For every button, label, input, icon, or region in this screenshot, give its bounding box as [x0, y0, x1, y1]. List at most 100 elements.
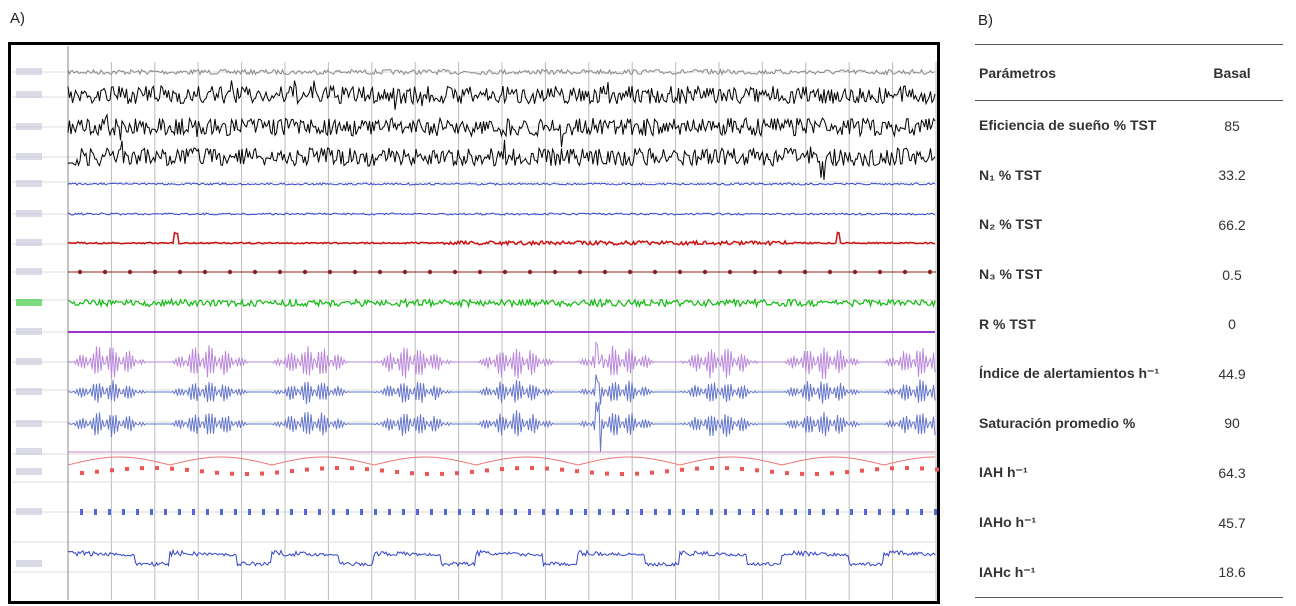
trace-dot — [95, 470, 99, 474]
trace-dot — [470, 470, 474, 474]
trace-dot — [110, 468, 114, 472]
results-table: Parámetros Basal Eficiencia de sueño % T… — [975, 44, 1283, 598]
trace-dot — [785, 471, 789, 475]
channel-label — [16, 68, 42, 75]
value-cell: 44.9 — [1181, 349, 1283, 399]
table-row: N₃ % TST0.5 — [975, 250, 1283, 300]
trace-dot — [528, 270, 532, 274]
trace-dot — [728, 270, 732, 274]
channel-label — [16, 91, 42, 98]
channel-label — [16, 268, 42, 275]
trace-dot — [206, 509, 209, 515]
trace-dot — [278, 270, 282, 274]
trace-dot — [752, 509, 755, 515]
table-row: IAH h⁻¹64.3 — [975, 448, 1283, 498]
trace-dot — [485, 468, 489, 472]
trace-dot — [185, 468, 189, 472]
trace-dot — [403, 270, 407, 274]
trace-dot — [803, 270, 807, 274]
parameter-cell: IAHo h⁻¹ — [975, 498, 1181, 548]
trace-dot — [920, 466, 924, 470]
trace-dot — [155, 466, 159, 470]
trace-dot — [203, 270, 207, 274]
channel-label — [16, 448, 42, 455]
trace-dot — [200, 469, 204, 473]
trace-dot — [740, 467, 744, 471]
trace-dot — [514, 509, 517, 515]
trace-dot — [860, 469, 864, 473]
trace-dot — [150, 509, 153, 515]
trace-dot — [122, 509, 125, 515]
trace-dot — [78, 270, 82, 274]
trace-dot — [920, 509, 923, 515]
trace-dot — [800, 472, 804, 476]
header-cell: Parámetros — [975, 45, 1181, 101]
header-row: Parámetros Basal — [975, 45, 1283, 101]
trace-dot — [332, 509, 335, 515]
channel-label — [16, 123, 42, 130]
trace-dot — [410, 471, 414, 475]
channel-label — [16, 508, 42, 515]
trace-dot — [140, 466, 144, 470]
trace-dot — [388, 509, 391, 515]
trace-dot — [725, 466, 729, 470]
trace-dot — [220, 509, 223, 515]
trace-dot — [472, 509, 475, 515]
trace-dot — [328, 270, 332, 274]
trace-dot — [80, 471, 84, 475]
trace-dot — [103, 270, 107, 274]
trace-dot — [890, 466, 894, 470]
trace-dot — [515, 466, 519, 470]
trace-dot — [828, 270, 832, 274]
table-row: Saturación promedio %90 — [975, 399, 1283, 449]
trace-dot — [755, 468, 759, 472]
panel-label: A) — [10, 10, 25, 27]
value-cell: 90 — [1181, 399, 1283, 449]
trace-dot — [276, 509, 279, 515]
trace-dot — [626, 509, 629, 515]
trace-dot — [318, 509, 321, 515]
channel-label — [16, 210, 42, 217]
trace-dot — [395, 470, 399, 474]
channel-label — [16, 468, 42, 475]
trace-dot — [542, 509, 545, 515]
trace-dot — [836, 509, 839, 515]
trace-dot — [603, 270, 607, 274]
trace-dot — [380, 469, 384, 473]
trace-dot — [653, 270, 657, 274]
trace-dot — [696, 509, 699, 515]
trace-dot — [703, 270, 707, 274]
trace-dot — [724, 509, 727, 515]
trace-dot — [590, 471, 594, 475]
trace-dot — [350, 466, 354, 470]
trace-dot — [875, 467, 879, 471]
parameter-cell: N₃ % TST — [975, 250, 1181, 300]
trace-dot — [553, 270, 557, 274]
trace-dot — [640, 509, 643, 515]
trace-dot — [850, 509, 853, 515]
trace-dot — [290, 509, 293, 515]
value-cell: 18.6 — [1181, 547, 1283, 597]
trace-dot — [934, 509, 937, 515]
header-cell: Basal — [1181, 45, 1283, 101]
trace-dot — [628, 270, 632, 274]
trace-dot — [845, 470, 849, 474]
channel-label — [16, 153, 42, 160]
trace-dot — [528, 509, 531, 515]
parameter-cell: IAHc h⁻¹ — [975, 547, 1181, 597]
trace-dot — [260, 472, 264, 476]
trace-dot — [402, 509, 405, 515]
channel-label — [16, 420, 42, 427]
trace-dot — [928, 270, 932, 274]
trace-dot — [136, 509, 139, 515]
trace-dot — [830, 471, 834, 475]
parameter-cell: IAH h⁻¹ — [975, 448, 1181, 498]
trace-dot — [416, 509, 419, 515]
parameter-cell: Índice de alertamientos h⁻¹ — [975, 349, 1181, 399]
trace-dot — [248, 509, 251, 515]
trace-dot — [903, 270, 907, 274]
trace-dot — [766, 509, 769, 515]
trace-dot — [878, 509, 881, 515]
trace-dot — [478, 270, 482, 274]
